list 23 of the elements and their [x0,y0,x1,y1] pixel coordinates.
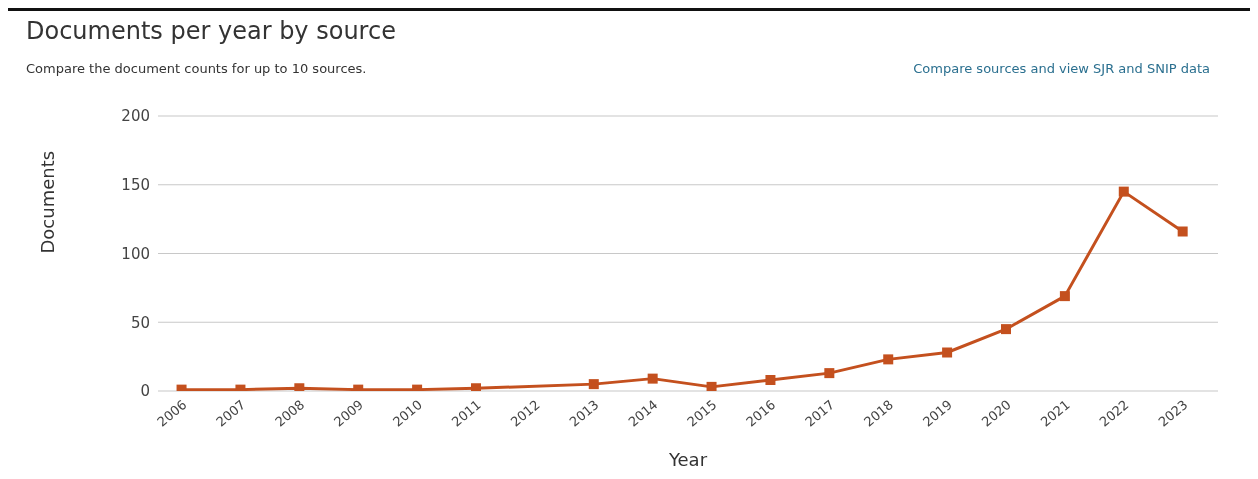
text: Compare sources and view SJR and SNIP data [913,61,1210,76]
point [883,354,894,365]
y-tick-label: 100 [121,244,150,263]
point [647,373,658,384]
point [1001,324,1011,335]
point [588,379,599,390]
point [471,383,481,391]
point [1177,226,1188,237]
y-tick-label: 200 [121,107,150,126]
x-axis-title: Year [667,449,708,470]
chart-title: Documents per year by source [26,17,396,45]
point [1059,291,1070,302]
y-tick-label: 0 [140,382,150,401]
chart-subtitle: Compare the document counts for up to 10 sources. [26,61,367,76]
y-tick-label: 150 [121,176,150,195]
point [1118,186,1129,197]
y-axis-title: Documents [37,150,59,254]
point [824,368,835,379]
point [706,381,717,391]
point [942,347,953,358]
point [765,375,776,385]
y-tick-label: 50 [130,313,150,332]
point [294,383,305,391]
